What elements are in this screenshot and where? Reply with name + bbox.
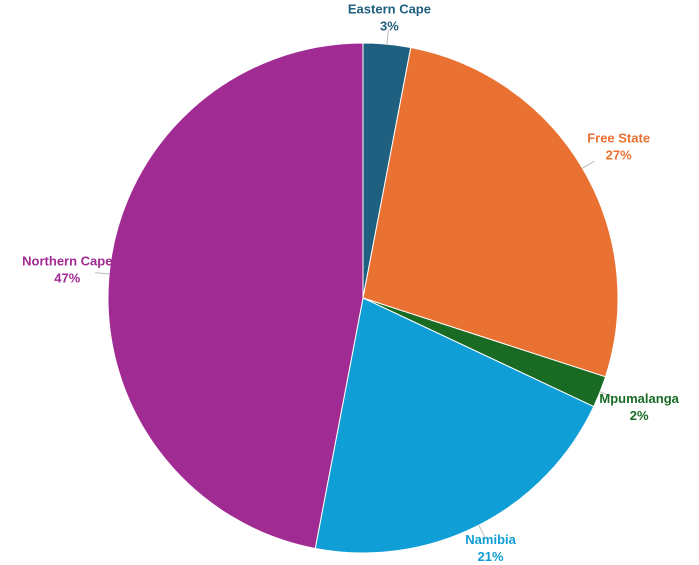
slice-value-label: 2% bbox=[630, 408, 649, 423]
leader-line bbox=[95, 272, 110, 275]
pie-slice bbox=[362, 46, 619, 378]
pie-slice bbox=[314, 297, 595, 554]
slice-value-label: 21% bbox=[478, 549, 504, 564]
leader-line bbox=[478, 524, 486, 538]
slice-value-label: 47% bbox=[54, 270, 80, 285]
slice-label: Free State bbox=[587, 130, 650, 145]
slice-value-label: 27% bbox=[606, 147, 632, 162]
slice-label: Eastern Cape bbox=[348, 2, 431, 17]
pie-slice bbox=[107, 42, 364, 550]
slice-label: Mpumalanga bbox=[599, 391, 679, 406]
slice-value-label: 3% bbox=[380, 19, 399, 34]
leader-line bbox=[599, 391, 614, 398]
leader-line bbox=[386, 30, 389, 45]
slice-label: Namibia bbox=[465, 532, 516, 547]
leader-line bbox=[582, 160, 595, 169]
slice-label: Northern Cape bbox=[22, 253, 112, 268]
